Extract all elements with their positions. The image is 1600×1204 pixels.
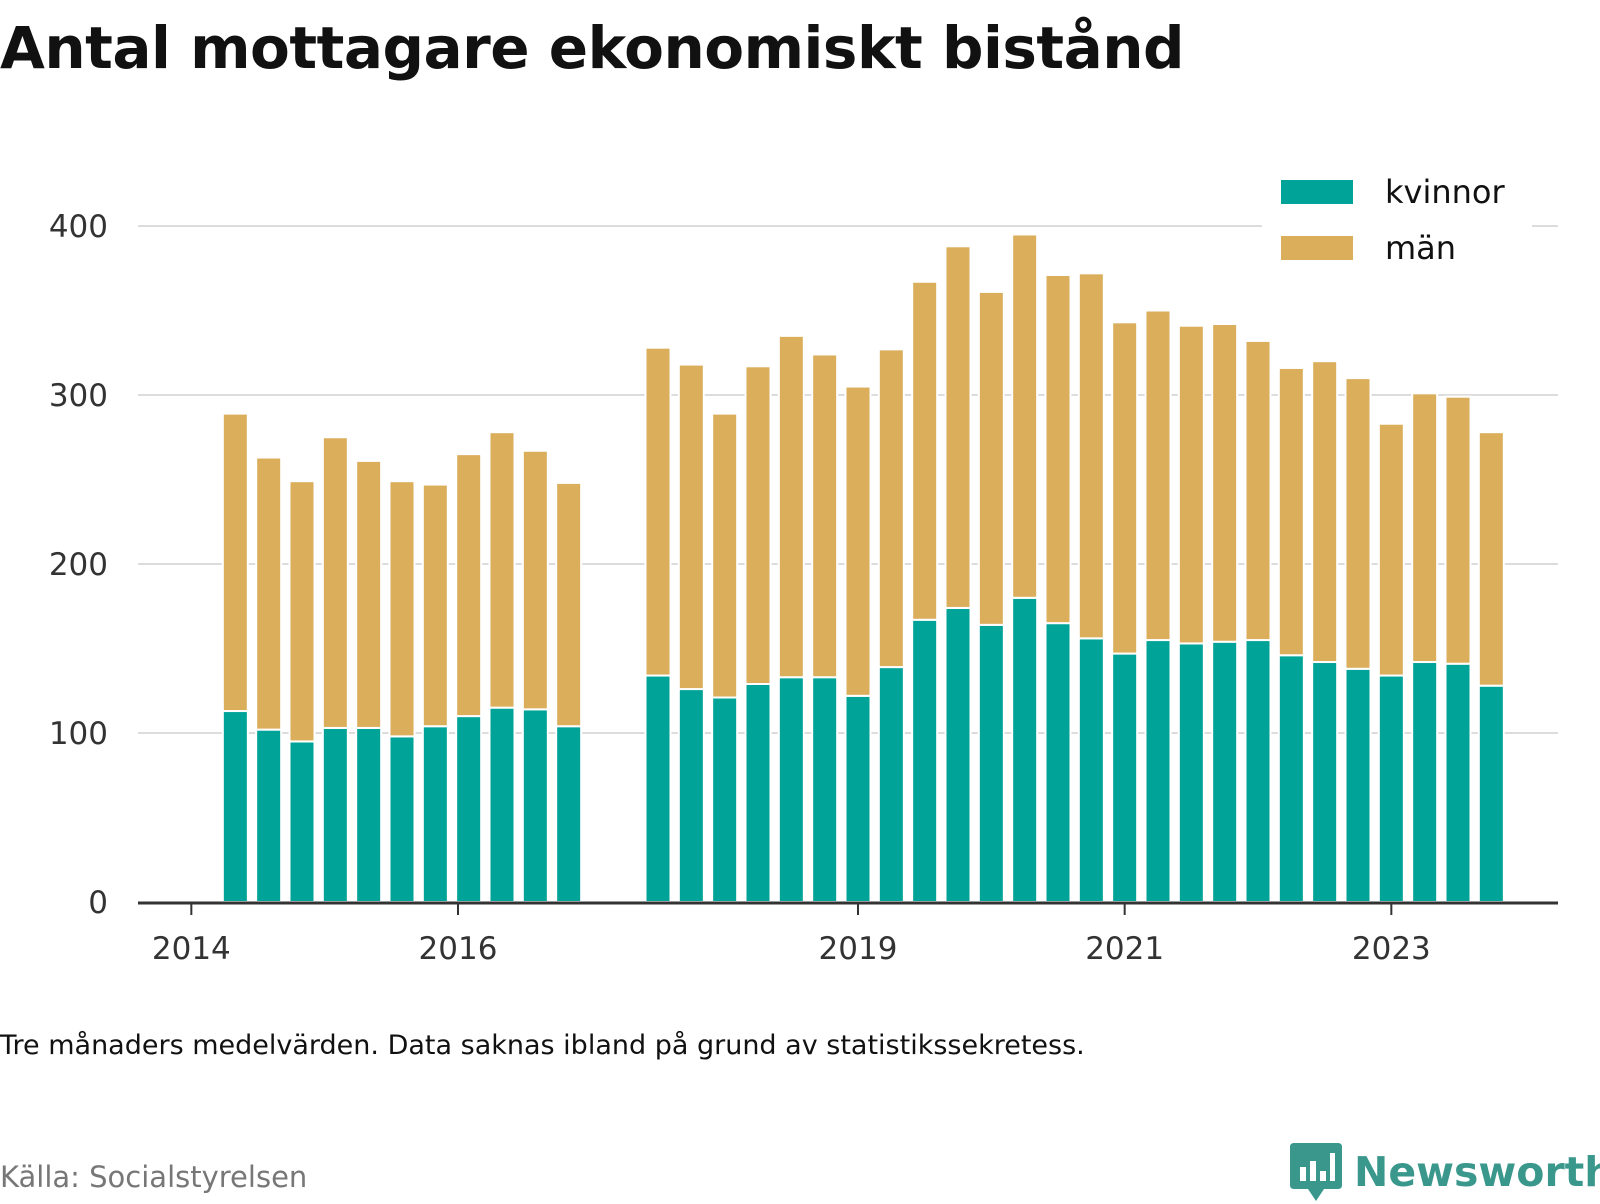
bar-kvinnor: [911, 618, 939, 904]
bar-kvinnor: [1411, 661, 1439, 904]
bar-kvinnor: [1011, 596, 1039, 903]
bar-man: [1444, 395, 1472, 665]
bar-kvinnor: [711, 696, 739, 904]
bar-kvinnor: [1277, 654, 1305, 904]
x-tick-label: 2016: [419, 931, 498, 967]
axes: 0 100 200 300 400 2014 2016 2019 2021 2023: [49, 209, 1558, 967]
bar-man: [677, 363, 705, 691]
bar-man: [1377, 422, 1405, 677]
bar-kvinnor: [321, 726, 349, 903]
bar-man: [1344, 377, 1372, 670]
bar-kvinnor: [421, 725, 449, 903]
bar-kvinnor: [488, 706, 516, 904]
bar-kvinnor: [255, 728, 283, 903]
bar-man: [1277, 366, 1305, 657]
brand-name: Newsworthy: [1354, 1148, 1600, 1196]
bar-kvinnor: [1344, 667, 1372, 904]
bar-man: [1011, 233, 1039, 599]
bar-man: [288, 480, 316, 743]
bar-man: [555, 481, 583, 728]
legend-swatch: [1281, 180, 1353, 204]
bars: [221, 233, 1505, 904]
bar-man: [1311, 360, 1339, 664]
bar-kvinnor: [1111, 652, 1139, 903]
bar-kvinnor: [644, 674, 672, 903]
bar-kvinnor: [777, 676, 805, 903]
bar-man: [777, 334, 805, 679]
bar-man: [644, 346, 672, 677]
bar-kvinnor: [388, 735, 416, 903]
bar-man: [1144, 309, 1172, 642]
bar-man: [711, 412, 739, 699]
bar-kvinnor: [1377, 674, 1405, 903]
bar-man: [1244, 339, 1272, 642]
bar-man: [355, 459, 383, 729]
chart-title: Antal mottagare ekonomiskt bistånd: [0, 14, 1185, 82]
bar-man: [255, 456, 283, 731]
y-tick-label: 400: [49, 209, 108, 245]
bar-kvinnor: [811, 676, 839, 903]
bar-kvinnor: [944, 606, 972, 903]
bar-man: [844, 385, 872, 697]
bar-kvinnor: [221, 710, 249, 904]
y-tick-label: 200: [49, 547, 108, 583]
bar-kvinnor: [1044, 622, 1072, 904]
bar-kvinnor: [877, 666, 905, 904]
bar-man: [1044, 274, 1072, 625]
bar-kvinnor: [1077, 637, 1105, 903]
bar-kvinnor: [1144, 639, 1172, 903]
bar-man: [944, 245, 972, 609]
bar-kvinnor: [455, 715, 483, 903]
bar-man: [744, 365, 772, 685]
bar-kvinnor: [555, 725, 583, 903]
bar-kvinnor: [1477, 684, 1505, 903]
bar-man: [455, 453, 483, 718]
x-tick-label: 2023: [1352, 931, 1431, 967]
legend-swatch: [1281, 236, 1353, 260]
newsworthy-logo-icon: [1290, 1143, 1342, 1201]
bar-kvinnor: [1311, 661, 1339, 904]
bar-man: [421, 483, 449, 728]
bar-kvinnor: [1244, 639, 1272, 903]
bar-man: [488, 431, 516, 709]
bar-man: [388, 480, 416, 738]
bar-kvinnor: [844, 694, 872, 903]
bar-man: [1411, 392, 1439, 664]
bar-kvinnor: [977, 623, 1005, 904]
x-tick-label: 2014: [152, 931, 231, 967]
bar-kvinnor: [355, 726, 383, 903]
bar-man: [977, 290, 1005, 626]
bar-kvinnor: [1177, 642, 1205, 903]
bar-man: [1077, 272, 1105, 640]
legend-label: män: [1385, 229, 1456, 267]
bar-kvinnor: [1444, 662, 1472, 904]
brand-logo[interactable]: Newsworthy: [1290, 1140, 1600, 1204]
x-tick-label: 2021: [1085, 931, 1164, 967]
chart-note: Tre månaders medelvärden. Data saknas ib…: [0, 1030, 1085, 1061]
bar-man: [1177, 324, 1205, 645]
bar-kvinnor: [521, 708, 549, 904]
bar-kvinnor: [677, 688, 705, 903]
bar-man: [321, 436, 349, 729]
legend-label: kvinnor: [1385, 173, 1506, 211]
y-tick-label: 300: [49, 378, 108, 414]
bar-man: [521, 449, 549, 711]
legend: kvinnor män: [1262, 160, 1532, 280]
bar-kvinnor: [288, 740, 316, 904]
source-credit: Källa: Socialstyrelsen: [0, 1160, 308, 1194]
bar-man: [911, 280, 939, 621]
bar-kvinnor: [744, 682, 772, 903]
bar-man: [221, 412, 249, 713]
y-tick-label: 0: [88, 885, 108, 921]
bar-man: [1477, 431, 1505, 687]
bar-man: [1111, 321, 1139, 655]
bar-man: [811, 353, 839, 679]
bar-man: [877, 348, 905, 669]
bar-kvinnor: [1211, 640, 1239, 903]
bar-man: [1211, 323, 1239, 643]
x-tick-label: 2019: [819, 931, 898, 967]
y-tick-label: 100: [49, 716, 108, 752]
